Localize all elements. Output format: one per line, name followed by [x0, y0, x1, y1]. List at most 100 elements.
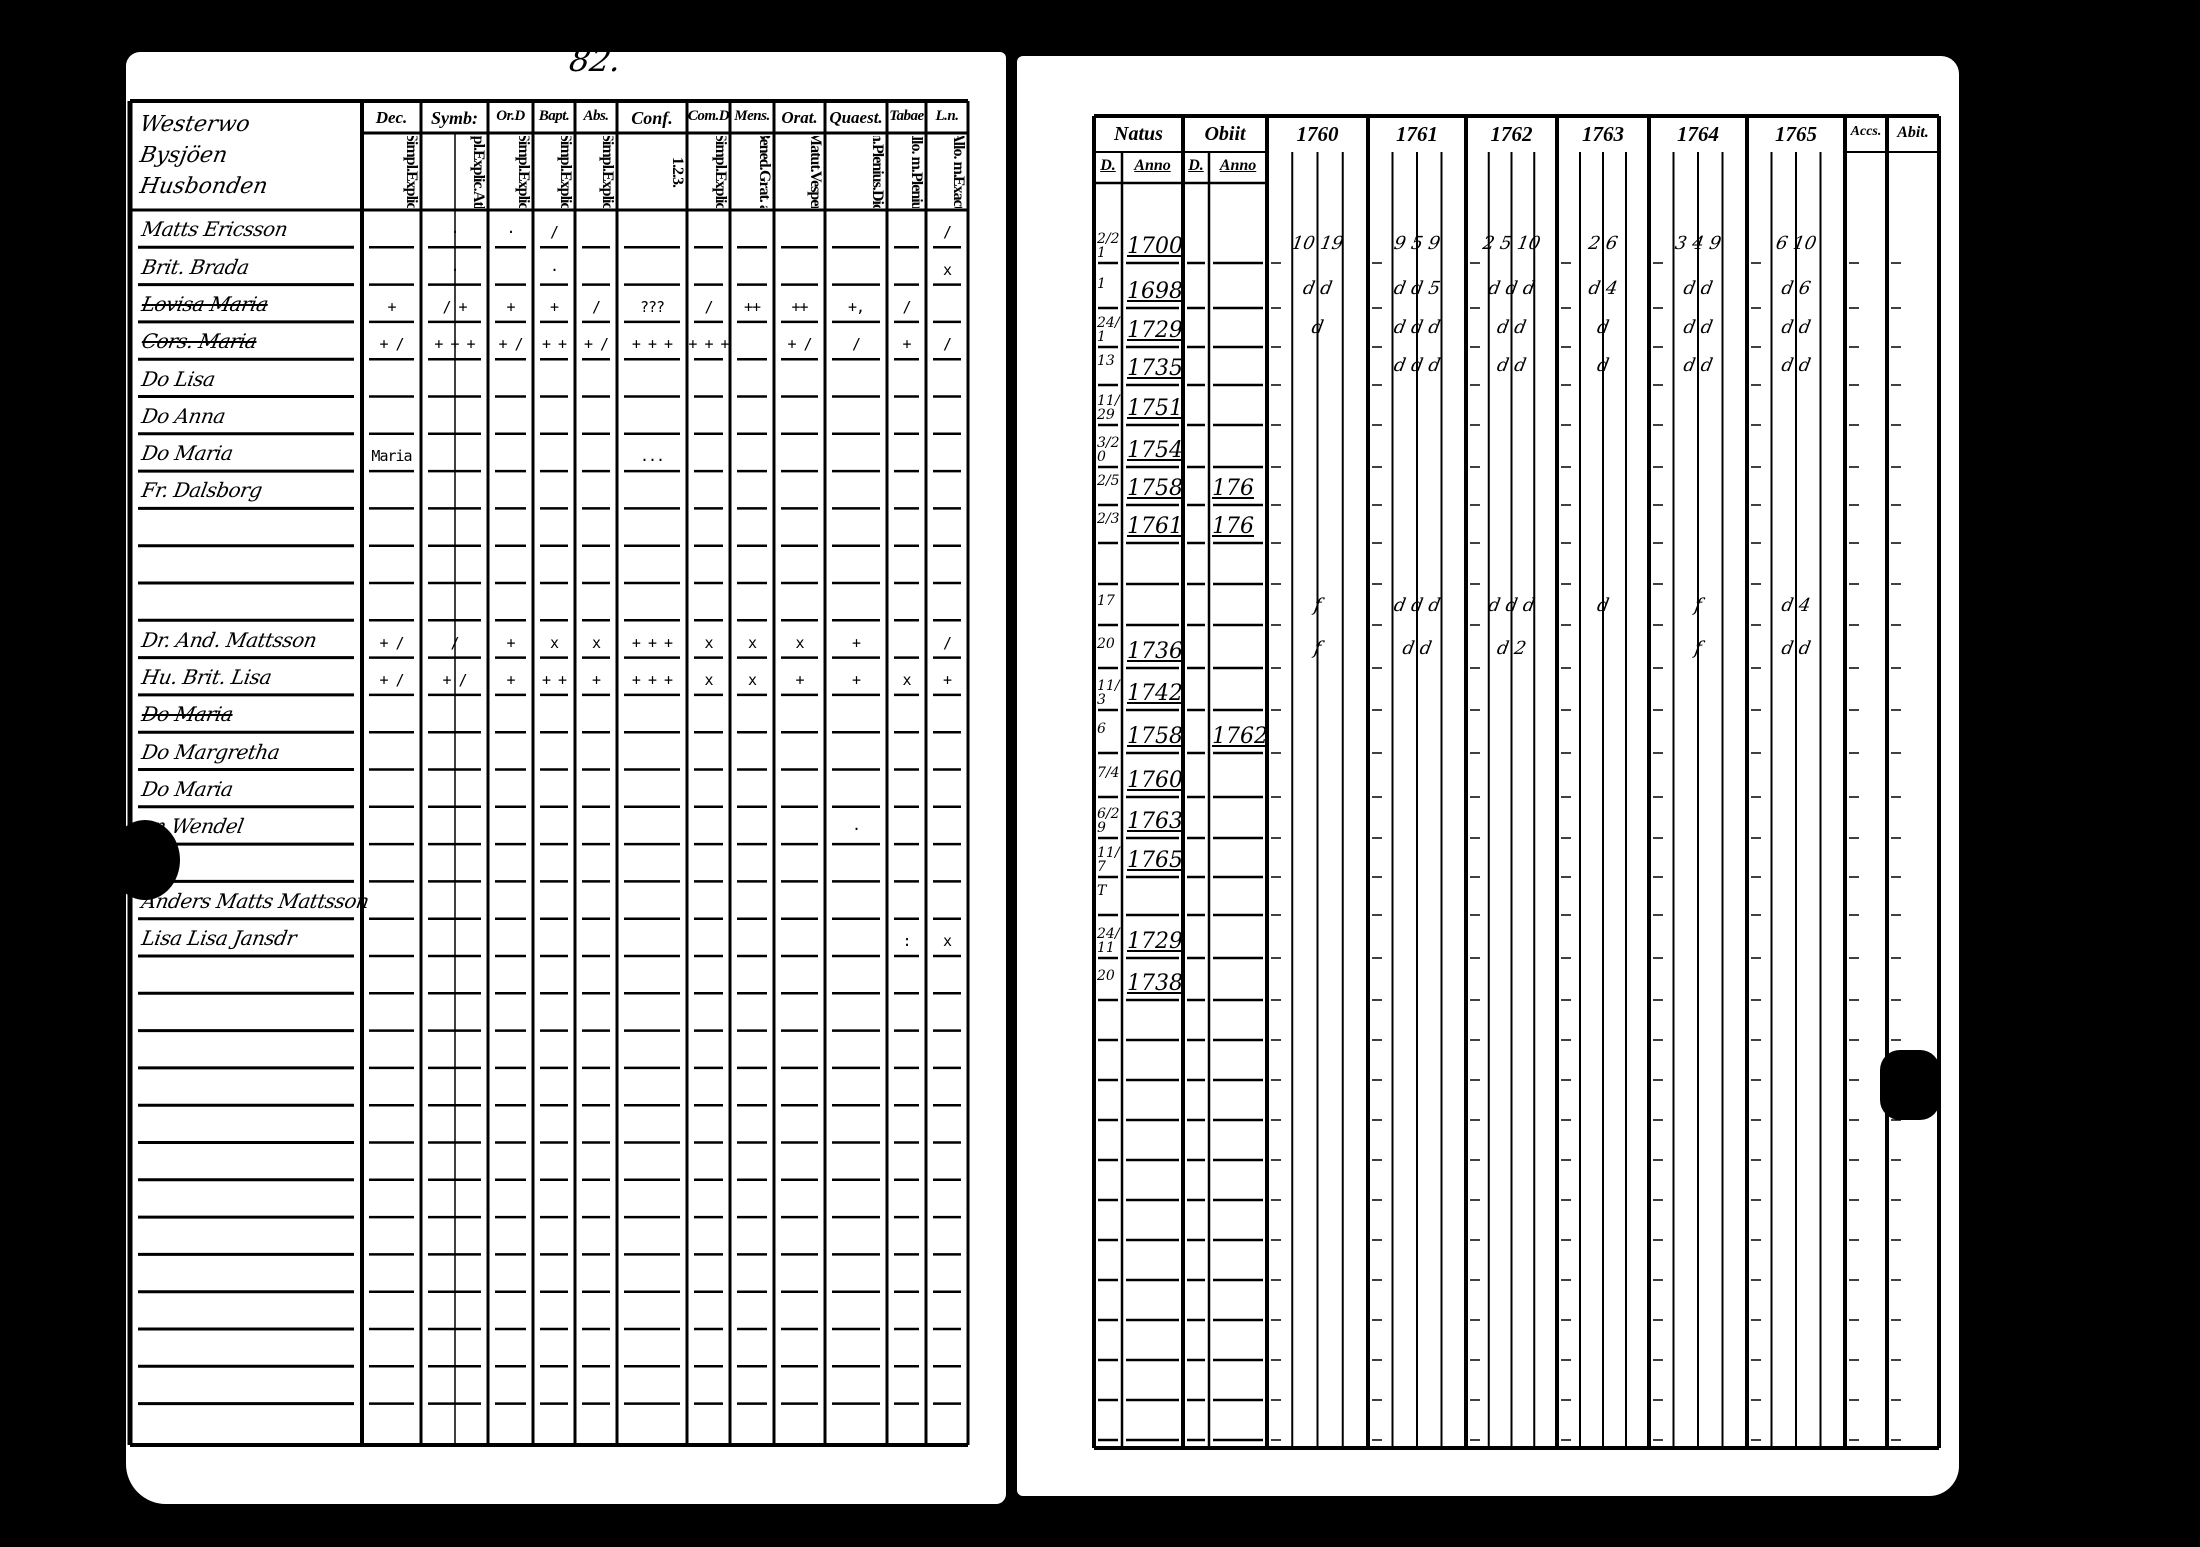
- exam-mark: /: [450, 633, 459, 652]
- column-subheader: Dicta S.S.Plenius.Allo. m.: [827, 136, 885, 208]
- exam-mark: x: [942, 260, 952, 279]
- exam-mark: x: [549, 633, 559, 652]
- exam-mark: x: [942, 932, 952, 950]
- year-mark: d d d: [1392, 595, 1442, 616]
- heading-line: Westerwo: [137, 112, 252, 137]
- exam-mark: + +: [541, 335, 567, 354]
- year-header: 1761: [1396, 122, 1438, 146]
- birth-day: 2/3: [1097, 511, 1120, 527]
- birth-year: 1758: [1127, 476, 1183, 501]
- birth-year: 1763: [1127, 809, 1183, 834]
- subheader-label: Explic.: [712, 170, 728, 208]
- birth-day: 3/20: [1097, 435, 1120, 465]
- subheader-label: 1.: [669, 157, 685, 167]
- exam-mark: + + +: [688, 335, 729, 354]
- birth-day: 17: [1097, 593, 1115, 609]
- column-subheader: 3. 2. 1.: [619, 136, 685, 208]
- birth-year: 1758: [1127, 724, 1183, 749]
- column-subheader: Plenius. Allo. m.: [889, 136, 924, 208]
- birth-year: 1698: [1127, 279, 1183, 304]
- exam-mark: + + +: [631, 335, 673, 354]
- exam-mark: ++: [791, 297, 808, 316]
- exam-mark: ...: [639, 447, 665, 466]
- subheader-label: Plenius.: [908, 172, 924, 208]
- exam-mark: + + +: [631, 633, 673, 652]
- left-page: [126, 52, 1006, 1504]
- year-header: 1760: [1296, 122, 1339, 146]
- exam-mark: +: [549, 297, 559, 316]
- year-mark: 9 5 9: [1392, 233, 1442, 254]
- birth-day: 24/11: [1097, 926, 1120, 956]
- birth-year: 1735: [1127, 356, 1183, 381]
- column-header: Or.D: [496, 108, 525, 124]
- exam-mark: + /: [583, 335, 609, 354]
- column-subheader: Athan.Explic.Simpl.: [423, 136, 486, 208]
- birth-day: 11/7: [1097, 845, 1120, 875]
- year-mark: f: [1692, 638, 1704, 659]
- exam-mark: /: [549, 223, 559, 242]
- year-mark: 10 19: [1289, 233, 1346, 254]
- birth-year: 1760: [1127, 768, 1183, 793]
- person-name: Cors. Maria: [139, 329, 259, 354]
- year-header: 1764: [1677, 122, 1719, 146]
- year-mark: 2 6: [1586, 233, 1620, 254]
- year-mark: f: [1692, 595, 1704, 616]
- birth-day: 11/3: [1097, 678, 1120, 708]
- year-mark: d 4: [1586, 278, 1620, 299]
- birth-day: T: [1097, 883, 1107, 899]
- exam-mark: + /: [379, 335, 404, 354]
- birth-year: 1736: [1127, 639, 1183, 664]
- exam-mark: :: [902, 932, 911, 950]
- column-header-abit: Abit.: [1897, 124, 1929, 141]
- year-mark: d d: [1495, 355, 1528, 376]
- column-header: Abs.: [583, 108, 609, 124]
- birth-day: 24/1: [1097, 315, 1120, 345]
- year-mark: d d: [1400, 638, 1434, 659]
- person-name: Fr. Dalsborg: [139, 478, 264, 503]
- person-name: Lovisa Maria: [139, 291, 270, 316]
- birth-day: 2/5: [1097, 473, 1120, 489]
- exam-mark: ·: [549, 260, 559, 279]
- exam-mark: + /: [379, 633, 404, 652]
- subheader-label: 3.: [669, 177, 685, 187]
- exam-mark: +: [387, 297, 396, 316]
- death-year: 1762: [1212, 724, 1268, 749]
- column-header: Dec.: [375, 108, 408, 127]
- heading-line: Husbonden: [137, 174, 270, 199]
- year-header: 1762: [1490, 122, 1533, 146]
- column-header: L.n.: [935, 108, 959, 124]
- subheader-natus-year: Anno: [1134, 157, 1171, 174]
- year-mark: d d d: [1486, 278, 1537, 299]
- year-mark: d 6: [1779, 278, 1813, 299]
- exam-mark: +: [851, 633, 861, 652]
- exam-mark: +: [506, 670, 515, 689]
- year-mark: d d: [1681, 278, 1715, 299]
- subheader-label: Simpl.: [557, 136, 573, 171]
- subheader-label: Plenius.: [869, 143, 885, 190]
- exam-mark: +: [942, 670, 952, 689]
- birth-day: 11/29: [1097, 393, 1120, 423]
- birth-day: 6: [1097, 721, 1106, 737]
- exam-mark: /: [942, 335, 952, 354]
- year-mark: d: [1595, 355, 1611, 376]
- year-mark: d d d: [1486, 595, 1537, 616]
- exam-mark: +,: [847, 297, 865, 316]
- death-year: 176: [1212, 514, 1254, 539]
- year-mark: d 4: [1779, 595, 1813, 616]
- column-header: Com.D: [687, 108, 730, 124]
- subheader-label: Matut.: [807, 136, 823, 172]
- subheader-label: Dicta S.S.: [827, 190, 885, 208]
- birth-year: 1754: [1127, 438, 1183, 463]
- birth-day: 6/29: [1097, 806, 1120, 836]
- exam-mark: + /: [379, 670, 404, 689]
- column-header: Orat.: [781, 108, 818, 127]
- year-mark: f: [1312, 638, 1323, 659]
- year-mark: d d: [1779, 317, 1813, 338]
- subheader-label: Explic.: [403, 170, 419, 208]
- column-subheader: Explic. Simpl.: [535, 136, 573, 208]
- exam-mark: x: [591, 633, 601, 652]
- person-name: Lisa Lisa Jansdr: [139, 926, 299, 950]
- column-header: Symb:: [431, 108, 478, 128]
- year-mark: d 2: [1495, 638, 1528, 659]
